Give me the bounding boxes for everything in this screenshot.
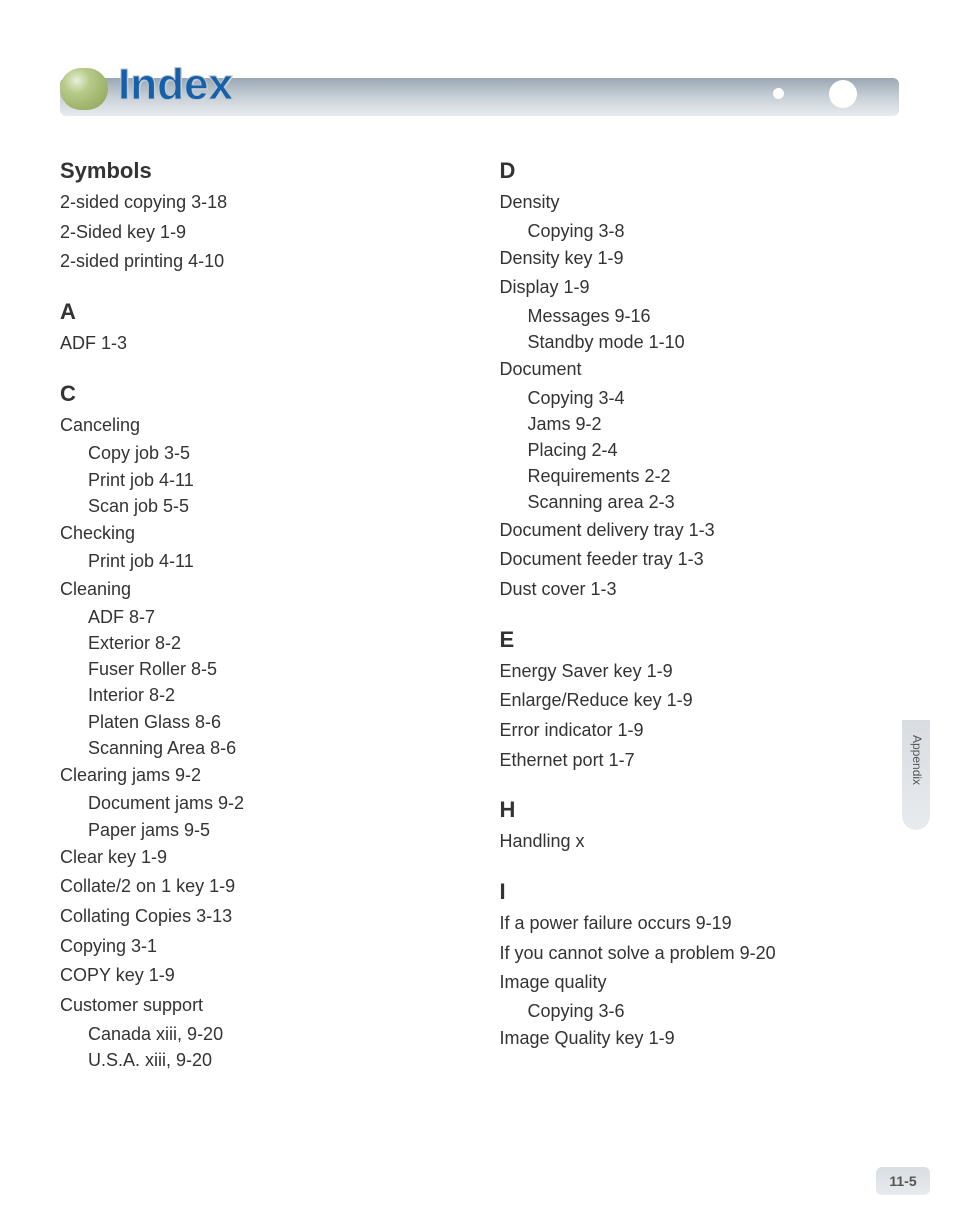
index-entry: 2-sided printing 4-10	[60, 247, 460, 277]
left-column: Symbols 2-sided copying 3-182-Sided key 1…	[60, 158, 460, 1073]
section-heading: A	[60, 299, 460, 325]
right-column: D DensityCopying 3-8Density key 1-9Displa…	[500, 158, 900, 1073]
page-number: 11-5	[889, 1173, 916, 1189]
index-subentry: Platen Glass 8-6	[88, 709, 460, 735]
index-entry: Error indicator 1-9	[500, 716, 900, 746]
index-subentry: Copying 3-6	[528, 998, 900, 1024]
index-entry: 2-sided copying 3-18	[60, 188, 460, 218]
index-subentry: Messages 9-16	[528, 303, 900, 329]
index-entry: ADF 1-3	[60, 329, 460, 359]
index-entry: Cleaning	[60, 575, 460, 605]
index-subentry: U.S.A. xiii, 9-20	[88, 1047, 460, 1073]
index-subentry: Scanning area 2-3	[528, 489, 900, 515]
index-entry: Image Quality key 1-9	[500, 1024, 900, 1054]
index-entry: Density key 1-9	[500, 244, 900, 274]
index-subentry: Scanning Area 8-6	[88, 735, 460, 761]
side-tab-label: Appendix	[910, 735, 924, 785]
index-subentry: Canada xiii, 9-20	[88, 1021, 460, 1047]
index-entry: Customer support	[60, 991, 460, 1021]
index-entry: Collating Copies 3-13	[60, 902, 460, 932]
index-entry: Canceling	[60, 411, 460, 441]
page-header: Index	[60, 60, 899, 118]
index-entry: Document feeder tray 1-3	[500, 545, 900, 575]
index-entry: Document	[500, 355, 900, 385]
index-entry: Collate/2 on 1 key 1-9	[60, 872, 460, 902]
index-subentry: Copying 3-8	[528, 218, 900, 244]
index-entry: If you cannot solve a problem 9-20	[500, 939, 900, 969]
index-subentry: Document jams 9-2	[88, 790, 460, 816]
index-entry: Copying 3-1	[60, 932, 460, 962]
index-subentry: Requirements 2-2	[528, 463, 900, 489]
section-heading: C	[60, 381, 460, 407]
index-entry: COPY key 1-9	[60, 961, 460, 991]
index-entry: Image quality	[500, 968, 900, 998]
section-heading: H	[500, 797, 900, 823]
section-heading: E	[500, 627, 900, 653]
index-entry: Clearing jams 9-2	[60, 761, 460, 791]
index-subentry: Print job 4-11	[88, 548, 460, 574]
index-subentry: Placing 2-4	[528, 437, 900, 463]
index-subentry: Jams 9-2	[528, 411, 900, 437]
index-subentry: Paper jams 9-5	[88, 817, 460, 843]
header-dot-small-icon	[773, 88, 784, 99]
header-dot-large-icon	[829, 80, 857, 108]
page-number-box: 11-5	[876, 1167, 930, 1195]
index-entry: Clear key 1-9	[60, 843, 460, 873]
index-entry: Enlarge/Reduce key 1-9	[500, 686, 900, 716]
index-entry: Ethernet port 1-7	[500, 746, 900, 776]
index-subentry: Copy job 3-5	[88, 440, 460, 466]
index-entry: Handling x	[500, 827, 900, 857]
index-entry: Document delivery tray 1-3	[500, 516, 900, 546]
index-subentry: Exterior 8-2	[88, 630, 460, 656]
index-entry: If a power failure occurs 9-19	[500, 909, 900, 939]
index-subentry: Fuser Roller 8-5	[88, 656, 460, 682]
index-subentry: Interior 8-2	[88, 682, 460, 708]
index-entry: Energy Saver key 1-9	[500, 657, 900, 687]
header-title: Index	[118, 60, 233, 110]
index-entry: Checking	[60, 519, 460, 549]
index-entry: 2-Sided key 1-9	[60, 218, 460, 248]
index-subentry: Standby mode 1-10	[528, 329, 900, 355]
index-subentry: Scan job 5-5	[88, 493, 460, 519]
index-entry: Display 1-9	[500, 273, 900, 303]
index-entry: Density	[500, 188, 900, 218]
section-heading: I	[500, 879, 900, 905]
index-columns: Symbols 2-sided copying 3-182-Sided key 1…	[60, 158, 899, 1073]
index-subentry: Copying 3-4	[528, 385, 900, 411]
index-subentry: Print job 4-11	[88, 467, 460, 493]
section-heading: D	[500, 158, 900, 184]
index-subentry: ADF 8-7	[88, 604, 460, 630]
index-entry: Dust cover 1-3	[500, 575, 900, 605]
header-bullet-icon	[60, 68, 108, 110]
section-heading: Symbols	[60, 158, 460, 184]
